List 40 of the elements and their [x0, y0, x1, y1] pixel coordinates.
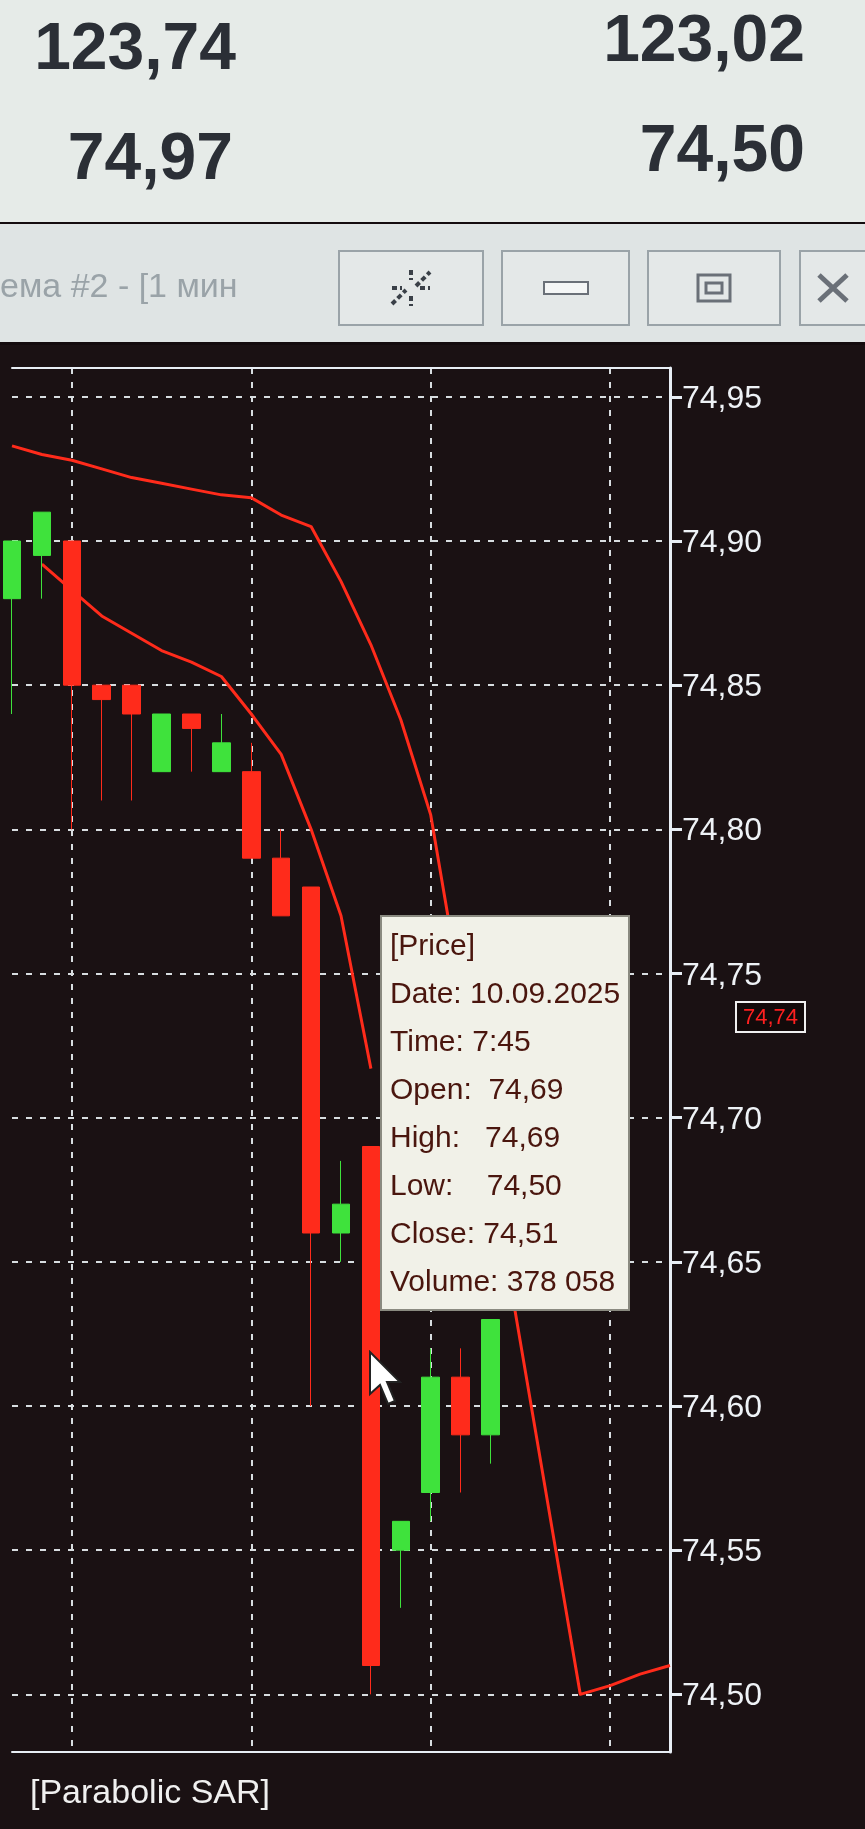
candlestick — [212, 713, 231, 773]
candlestick — [33, 511, 51, 600]
candlestick — [272, 828, 290, 917]
annotation: High: 74,69 — [390, 1119, 562, 1155]
candlestick — [242, 742, 261, 859]
text: 74,97 — [67, 118, 233, 194]
candlestick — [122, 684, 141, 801]
y-tick-label: 74,60 — [682, 1388, 763, 1424]
annotation: Low: 74,50 — [390, 1167, 563, 1203]
annotation: Time: 7:45 — [390, 1023, 532, 1059]
candlestick — [481, 1319, 500, 1465]
candlestick — [362, 1146, 380, 1695]
y-tick-label: 74,85 — [682, 667, 763, 704]
annotation: [Price] — [390, 927, 477, 963]
candlestick — [332, 1160, 350, 1263]
text: [Parabolic SAR] — [30, 1772, 270, 1811]
candlestick — [302, 886, 320, 1407]
candlestick — [92, 684, 111, 801]
y-tick-label: 74,80 — [682, 811, 763, 848]
candlestick — [182, 713, 201, 773]
candlestick — [3, 540, 21, 715]
y-tick-label: 74,70 — [682, 1099, 763, 1136]
text: 123,74 — [34, 8, 236, 84]
y-tick-label: 74,75 — [682, 955, 763, 992]
candlestick — [451, 1347, 470, 1493]
text: 74,74 — [735, 1001, 807, 1033]
candlestick — [152, 713, 171, 773]
y-tick-label: 74,95 — [682, 378, 763, 415]
y-tick-label: 74,50 — [682, 1676, 763, 1713]
candlestick — [392, 1520, 410, 1609]
y-tick-label: 74,55 — [682, 1532, 763, 1569]
annotation: Close: 74,51 — [390, 1215, 560, 1251]
annotation: Volume: 378 058 — [390, 1263, 617, 1299]
y-tick-label: 74,65 — [682, 1243, 763, 1280]
chart-title: ема #2 - [1 мин — [0, 266, 238, 305]
y-tick-label: 74,90 — [682, 523, 763, 559]
annotation: Date: 10.09.2025 — [390, 975, 621, 1011]
annotation: Open: 74,69 — [390, 1071, 565, 1107]
text: 123,02 — [603, 0, 805, 76]
candlestick — [421, 1347, 440, 1522]
